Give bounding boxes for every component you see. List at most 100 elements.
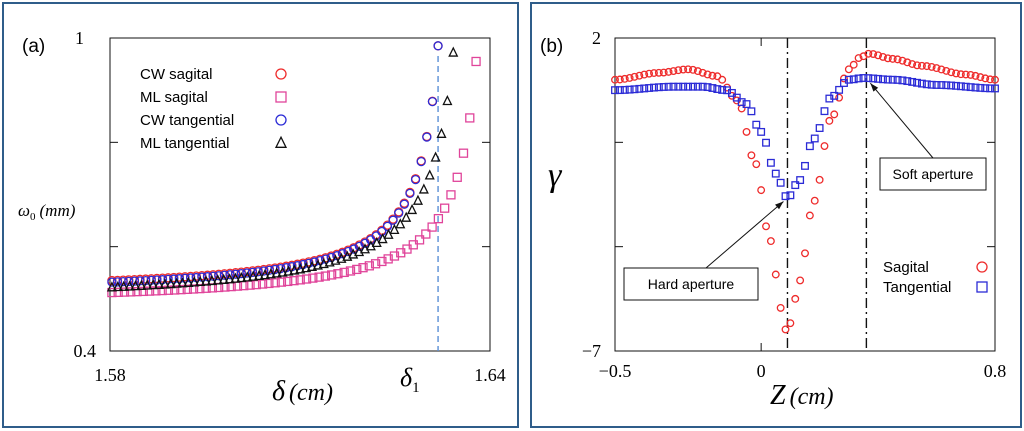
- data-point-sagital: [991, 75, 999, 84]
- data-point-tangential: [942, 81, 951, 90]
- data-point-sagital: [674, 66, 683, 75]
- data-point-tangential: [966, 83, 975, 92]
- data-point-ml-tangential: [442, 94, 453, 106]
- panel-b-legend: Sagital Tangential: [883, 259, 988, 296]
- data-point-ml-sagital: [270, 278, 280, 288]
- data-point-ml-tangential: [189, 276, 200, 287]
- data-point-tangential: [762, 138, 770, 147]
- data-point-sagital: [762, 222, 770, 231]
- data-point-tangential: [844, 75, 853, 84]
- data-point-ml-tangential: [301, 262, 312, 273]
- data-point-tangential: [903, 77, 912, 86]
- data-point-ml-sagital: [339, 267, 349, 278]
- data-point-sagital: [971, 71, 980, 80]
- data-point-sagital: [679, 65, 688, 74]
- hard-aperture-annotation: Hard aperture: [623, 201, 784, 301]
- data-point-sagital: [815, 175, 824, 184]
- data-point-ml-tangential: [165, 278, 176, 289]
- data-point-sagital: [825, 116, 834, 125]
- data-point-sagital: [645, 69, 654, 78]
- data-point-cw-tangential: [382, 221, 393, 231]
- panel-b-xtick-max: 0.8: [984, 361, 1007, 381]
- data-point-ml-tangential: [395, 218, 406, 229]
- soft-aperture-arrow: [870, 82, 934, 159]
- data-point-ml-tangential: [218, 273, 229, 284]
- data-point-sagital: [913, 61, 922, 70]
- data-point-tangential: [947, 81, 956, 90]
- data-point-sagital: [908, 60, 917, 68]
- data-point-sagital: [640, 70, 649, 79]
- data-point-sagital: [805, 211, 814, 220]
- data-point-cw-tangential: [427, 96, 438, 107]
- data-point-tangential: [640, 84, 649, 93]
- data-point-ml-tangential: [177, 277, 188, 288]
- data-point-cw-tangential: [405, 188, 415, 199]
- data-point-ml-sagital: [188, 284, 199, 294]
- data-point-tangential: [874, 74, 883, 83]
- data-point-sagital: [781, 325, 790, 334]
- data-point-ml-sagital: [113, 287, 123, 298]
- data-point-tangential: [971, 83, 980, 92]
- panel-b-frame: [530, 2, 1022, 428]
- data-point-ml-tangential: [424, 169, 435, 180]
- data-point-ml-sagital: [283, 276, 293, 287]
- legend-marker-tangential: [976, 281, 988, 293]
- data-point-tangential: [820, 107, 829, 116]
- data-point-tangential: [859, 74, 868, 82]
- data-point-sagital: [684, 65, 693, 74]
- data-point-ml-tangential: [112, 281, 123, 292]
- data-point-sagital: [791, 294, 800, 303]
- data-point-ml-tangential: [248, 270, 259, 281]
- data-point-tangential: [679, 82, 688, 91]
- data-point-tangential: [693, 82, 702, 91]
- panel-a-ytick-min: 0.4: [74, 341, 97, 361]
- data-point-tangential: [854, 74, 863, 83]
- data-point-ml-sagital: [126, 287, 136, 297]
- legend-label-sagital: Sagital: [883, 259, 929, 276]
- data-point-tangential: [815, 124, 824, 132]
- data-point-cw-tangential: [107, 277, 117, 287]
- legend-label-ml-tangential: ML tangential: [140, 135, 230, 152]
- panel-a-ytick-max: 1: [75, 28, 84, 48]
- data-point-ml-tangential: [236, 271, 247, 283]
- data-point-ml-tangential: [324, 256, 335, 267]
- data-point-sagital: [708, 71, 717, 80]
- data-point-sagital: [703, 70, 712, 79]
- data-point-tangential: [791, 181, 800, 190]
- data-point-ml-sagital: [327, 270, 337, 280]
- panel-b-ytick-max: 2: [592, 28, 601, 48]
- data-point-tangential: [664, 82, 673, 91]
- data-point-tangential: [952, 81, 960, 90]
- data-point-ml-sagital: [276, 277, 287, 287]
- data-point-ml-tangential: [277, 266, 288, 277]
- data-point-tangential: [893, 75, 902, 84]
- data-point-sagital: [830, 110, 839, 119]
- data-point-ml-sagital: [345, 266, 356, 276]
- data-point-ml-sagital: [333, 269, 343, 279]
- data-point-sagital: [625, 73, 634, 82]
- data-point-ml-sagital: [132, 286, 142, 297]
- panel-b-ytick-min: −7: [582, 341, 601, 361]
- data-point-tangential: [991, 84, 999, 93]
- panel-a-frame: [2, 2, 519, 428]
- data-point-cw-tangential: [433, 41, 443, 51]
- data-point-tangential: [645, 84, 654, 92]
- data-point-sagital: [888, 54, 897, 63]
- data-point-ml-tangential: [224, 273, 235, 284]
- data-point-cw-tangential: [124, 276, 134, 287]
- data-point-cw-tangential: [354, 241, 364, 252]
- data-point-ml-tangential: [342, 250, 353, 261]
- data-point-ml-tangential: [183, 276, 194, 287]
- data-point-ml-tangential: [312, 259, 323, 270]
- data-point-tangential: [830, 91, 839, 100]
- data-point-tangential: [747, 107, 756, 116]
- panel-a-legend: CW sagital ML sagital CW tangential ML t…: [140, 66, 288, 152]
- data-point-sagital: [922, 62, 931, 71]
- data-point-tangential: [757, 127, 766, 136]
- data-point-tangential: [669, 82, 678, 91]
- data-point-tangential: [981, 84, 990, 93]
- data-point-sagital: [927, 62, 936, 71]
- data-point-ml-tangential: [253, 269, 265, 281]
- data-point-sagital: [771, 270, 780, 279]
- data-point-sagital: [840, 74, 848, 83]
